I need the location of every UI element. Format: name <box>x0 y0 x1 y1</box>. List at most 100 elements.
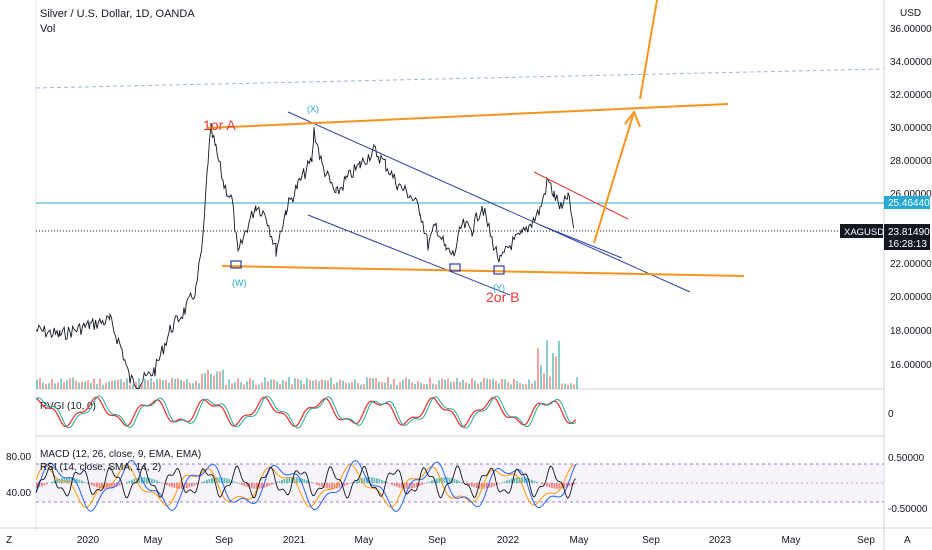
macd-hist-bar <box>553 483 556 489</box>
macd-hist-bar <box>456 479 458 483</box>
macd-hist-bar <box>353 481 356 483</box>
volume-bar <box>474 380 476 389</box>
macd-hist-bar <box>383 481 386 483</box>
price-tick: 30.00000 <box>890 123 932 134</box>
macd-hist-bar <box>488 483 491 488</box>
macd-hist-bar <box>206 479 208 483</box>
orange-upper-trend <box>207 103 729 129</box>
volume-bar <box>48 383 50 389</box>
volume-bar <box>213 375 215 389</box>
macd-hist-bar <box>286 478 288 483</box>
volume-label[interactable]: Vol <box>40 23 56 35</box>
macd-hist-bar <box>233 481 236 483</box>
volume-bar <box>39 377 41 389</box>
macd-hist-bar <box>311 482 313 483</box>
macd-hist-bar <box>133 478 136 483</box>
macd-hist-bar <box>378 479 381 483</box>
z-button[interactable]: Z <box>6 535 12 546</box>
volume-bar <box>423 384 425 389</box>
macd-hist-bar <box>118 483 121 486</box>
volume-bar <box>402 379 404 389</box>
rvgi-label[interactable]: RVGI (10, 0) <box>40 401 96 412</box>
volume-bar <box>111 380 113 389</box>
macd-hist-bar <box>513 477 516 483</box>
volume-bar <box>351 381 353 389</box>
macd-hist-bar <box>343 483 346 486</box>
volume-bar <box>483 378 485 389</box>
macd-hist-bar <box>528 478 531 483</box>
macd-hist-bar <box>411 483 413 489</box>
ticker-badge[interactable]: XAGUSD <box>844 227 884 238</box>
level-badge: 25.46440 <box>888 198 930 209</box>
macd-hist-bar <box>441 477 443 483</box>
macd-hist-bar <box>151 478 153 483</box>
macd-hist-bar <box>423 483 426 484</box>
macd-hist-bar <box>51 481 53 483</box>
macd-hist-bar <box>63 477 66 483</box>
volume-bar <box>513 378 515 389</box>
volume-bar <box>570 383 572 389</box>
volume-bar <box>216 371 218 389</box>
volume-bar <box>138 378 140 389</box>
volume-bar <box>255 384 257 389</box>
macd-hist-bar <box>568 483 571 487</box>
volume-bar <box>543 373 545 389</box>
volume-bar <box>147 379 149 389</box>
time-tick: 2022 <box>497 535 520 546</box>
volume-bar <box>462 379 464 389</box>
macd-hist-bar <box>258 483 261 489</box>
w-wave-box <box>230 260 242 269</box>
last-price-badge-bg <box>884 224 930 250</box>
macd-hist-bar <box>566 483 568 488</box>
macd-hist-bar <box>531 479 533 483</box>
time-axis-ticks: 2020 May Sep 2021 May Sep 2022 May Sep 2023 May Sep <box>77 535 875 546</box>
volume-bar <box>252 380 254 389</box>
volume-bar <box>240 382 242 389</box>
macd-hist-bar <box>358 479 361 483</box>
volume-bar <box>429 377 431 389</box>
volume-bar <box>159 378 161 389</box>
rsi-label[interactable]: RSI (14, close, SMA, 14, 2) <box>40 462 161 473</box>
macd-hist-bar <box>271 483 273 485</box>
volume-bar <box>498 383 500 389</box>
volume-bar <box>69 378 71 389</box>
macd-hist-bar <box>218 477 221 483</box>
volume-bar <box>258 384 260 389</box>
orange-lower-trend <box>221 265 745 277</box>
volume-bar <box>489 379 491 389</box>
volume-bar <box>183 381 185 389</box>
volume-bar <box>549 376 551 389</box>
macd-hist-bar <box>516 477 518 483</box>
volume-bar <box>195 380 197 389</box>
price-tick: 20.00000 <box>890 292 932 303</box>
orange-arrowhead-1 <box>624 109 641 128</box>
macd-hist-bar <box>571 483 573 486</box>
volume-bar <box>405 377 407 389</box>
macd-hist-bar <box>573 483 576 485</box>
auto-scale-button[interactable]: A <box>904 535 911 546</box>
macd-hist-bar <box>238 483 241 484</box>
time-tick: May <box>782 535 801 546</box>
time-tick: Sep <box>428 535 446 546</box>
volume-bar <box>546 340 548 389</box>
volume-bar <box>36 379 38 389</box>
volume-bar <box>507 382 509 389</box>
volume-bar <box>270 379 272 389</box>
volume-bar <box>321 379 323 389</box>
rvgi-axis-zero: 0 <box>888 409 894 420</box>
symbol-title[interactable]: Silver / U.S. Dollar, 1D, OANDA <box>40 8 195 20</box>
volume-bar <box>162 380 164 389</box>
volume-bar <box>243 384 245 389</box>
volume-bar <box>45 384 47 389</box>
macd-hist-bar <box>431 480 433 483</box>
volume-bar <box>561 383 563 389</box>
macd-hist-bar <box>263 483 266 488</box>
macd-hist-bar <box>511 478 513 483</box>
macd-hist-bar <box>331 483 333 489</box>
macd-label[interactable]: MACD (12, 26, close, 9, EMA, EMA) <box>40 449 201 460</box>
volume-bar <box>156 378 158 389</box>
volume-bar <box>492 378 494 389</box>
volume-bar <box>105 382 107 389</box>
macd-hist-bar <box>296 477 298 483</box>
